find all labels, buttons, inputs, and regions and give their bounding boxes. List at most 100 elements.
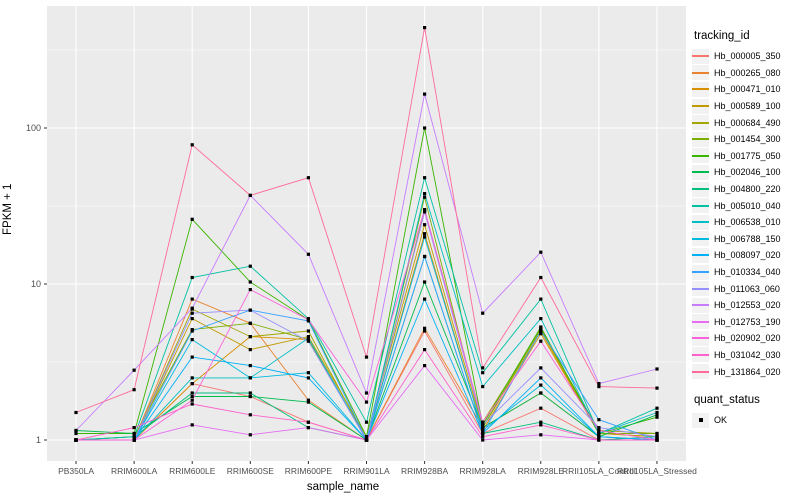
- legend-key-icon: [692, 148, 709, 164]
- gridlines: [47, 6, 686, 461]
- data-point: [481, 431, 485, 436]
- y-tick-label: 100: [26, 123, 41, 133]
- data-point: [597, 385, 601, 389]
- data-point: [190, 402, 194, 406]
- legend-key-icon: [692, 81, 709, 97]
- legend-key-icon: [692, 115, 709, 131]
- legend-line-swatch: [692, 337, 709, 340]
- legend-line-swatch: [692, 353, 709, 356]
- data-point: [364, 355, 369, 359]
- data-point: [539, 325, 543, 329]
- data-point: [74, 428, 78, 433]
- data-point: [190, 143, 194, 147]
- data-point: [539, 366, 543, 370]
- legend-label: Hb_000265_080: [714, 67, 781, 78]
- data-point: [248, 321, 252, 325]
- legend-line-swatch: [692, 138, 709, 141]
- data-point: [364, 438, 369, 442]
- legend-line-swatch: [692, 171, 709, 174]
- x-tick-label: PB350LA: [58, 466, 94, 476]
- data-point: [481, 420, 485, 424]
- data-point: [539, 376, 543, 380]
- data-point: [190, 297, 194, 301]
- quant-items: OK: [692, 412, 800, 429]
- legend: tracking_id Hb_000005_350 Hb_000265_080 Hb…: [692, 30, 800, 428]
- data-point: [74, 410, 78, 415]
- legend-title-quant-status: quant_status: [694, 393, 760, 406]
- legend-item-Hb_000265_080: Hb_000265_080: [692, 65, 800, 82]
- data-point: [423, 235, 427, 239]
- data-point: [190, 306, 194, 310]
- legend-line-swatch: [692, 320, 709, 323]
- legend-line-swatch: [692, 121, 709, 124]
- data-point: [481, 428, 485, 433]
- data-point: [132, 438, 136, 442]
- legend-label: Hb_011063_060: [714, 283, 780, 294]
- data-point: [423, 192, 427, 196]
- x-tick-label: RRIM928LE: [518, 466, 565, 476]
- data-point: [74, 431, 78, 436]
- legend-title-tracking-id: tracking_id: [694, 30, 750, 42]
- data-point: [306, 398, 310, 402]
- data-point: [539, 332, 543, 336]
- y-tick-label: 1: [36, 435, 41, 445]
- data-point: [306, 420, 310, 424]
- legend-item-Hb_002046_100: Hb_002046_100: [692, 164, 800, 181]
- data-point: [423, 26, 427, 30]
- data-point: [248, 391, 252, 395]
- legend-key-icon: [692, 198, 709, 214]
- legend-label: Hb_020902_020: [714, 333, 781, 344]
- legend-label: Hb_000684_490: [714, 117, 781, 128]
- legend-item-Hb_012753_190: Hb_012753_190: [692, 314, 800, 331]
- legend-item-Hb_000684_490: Hb_000684_490: [692, 114, 800, 131]
- data-point: [539, 423, 543, 427]
- data-point: [423, 329, 427, 333]
- legend-key-icon: [692, 364, 709, 380]
- legend-line-swatch: [692, 154, 709, 157]
- legend-label: Hb_012753_190: [714, 316, 781, 327]
- legend-label: Hb_005010_040: [714, 200, 781, 211]
- data-point: [248, 335, 252, 339]
- data-point: [655, 415, 659, 419]
- data-point: [248, 280, 252, 284]
- data-point: [248, 193, 252, 197]
- legend-key-icon: [692, 297, 709, 313]
- data-point: [597, 435, 601, 439]
- quant-status-item: OK: [692, 412, 800, 429]
- legend-key-icon: [692, 247, 709, 263]
- data-point: [190, 329, 194, 333]
- legend-label: Hb_031042_030: [714, 349, 781, 360]
- legend-key-icon: [692, 281, 709, 297]
- data-point: [539, 297, 543, 301]
- legend-key-icon: [692, 65, 709, 81]
- legend-line-swatch: [692, 254, 709, 257]
- data-point: [190, 311, 194, 315]
- legend-key-icon: [692, 347, 709, 363]
- legend-label: Hb_004800_220: [714, 184, 781, 195]
- data-point: [481, 371, 485, 375]
- data-point: [364, 391, 369, 395]
- legend-label: Hb_008097_020: [714, 250, 781, 261]
- data-point: [655, 410, 659, 415]
- x-tick-label: RRIM928LA: [460, 466, 507, 476]
- data-point: [655, 413, 659, 417]
- legend-item-Hb_031042_030: Hb_031042_030: [692, 347, 800, 364]
- data-point: [655, 406, 659, 410]
- data-point: [423, 280, 427, 284]
- x-tick-label: RRII105LA_Control: [562, 466, 636, 476]
- x-tick-label: RRII105LA_Stressed: [617, 466, 697, 476]
- data-point: [539, 275, 543, 280]
- data-point: [597, 431, 601, 436]
- legend-key-icon: [692, 314, 709, 330]
- data-point: [306, 329, 310, 333]
- data-point: [306, 371, 310, 375]
- data-point: [539, 433, 543, 437]
- data-point: [190, 382, 194, 386]
- data-point: [248, 364, 252, 368]
- legend-label: Hb_131864_020: [714, 366, 781, 377]
- data-point: [132, 435, 136, 439]
- data-point: [539, 391, 543, 395]
- legend-key-icon: [692, 231, 709, 247]
- data-point: [655, 367, 659, 371]
